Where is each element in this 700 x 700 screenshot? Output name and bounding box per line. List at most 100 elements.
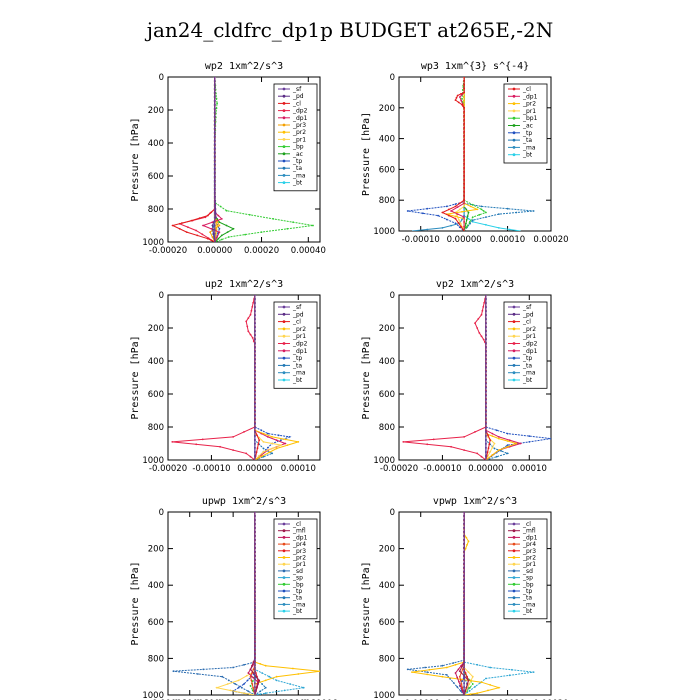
series-point-sf (485, 426, 487, 429)
legend-entry: _tp (292, 355, 302, 362)
legend-marker (282, 378, 286, 382)
series-point-bp (215, 107, 218, 110)
series-point-sf (485, 443, 487, 445)
series-point-pr1 (487, 455, 489, 457)
series-point-sp (489, 666, 492, 669)
series-line-dp1b (247, 512, 259, 695)
series-point-cl (463, 155, 465, 157)
series-point-sf (213, 213, 216, 215)
series-point-dp1 (210, 227, 213, 230)
series-point-cl (171, 224, 174, 227)
series-point-bp1 (471, 216, 474, 219)
series-point-dp2 (474, 322, 476, 324)
legend-marker (512, 124, 516, 127)
series-point-sf (463, 542, 465, 545)
series-point-ma (463, 214, 465, 217)
series-point-sf (254, 523, 256, 525)
series-point-cl (460, 226, 463, 228)
series-point-bp (216, 102, 219, 105)
series-point-sf (254, 338, 256, 341)
legend-marker (282, 609, 286, 613)
series-point-ac (226, 231, 229, 234)
series-point-dp1 (275, 439, 278, 442)
legend-entry: _dp1 (522, 534, 538, 541)
series-point-bt (498, 227, 500, 229)
series-point-sf (254, 370, 256, 373)
series-point-sf (254, 418, 256, 421)
legend-marker (282, 569, 286, 573)
legend-marker (282, 529, 286, 533)
series-point-sf (254, 362, 256, 365)
series-point-cl (255, 672, 257, 674)
legend-entry: _dp1 (522, 93, 538, 100)
series-point-sd (227, 679, 230, 682)
series-point-ta (471, 219, 474, 222)
series-point-cl (206, 214, 209, 217)
series-point-ac (466, 215, 469, 218)
series-point-sd (247, 690, 250, 693)
series-line-bp (463, 512, 474, 695)
series-line-sd (173, 512, 256, 695)
series-point-pr1 (229, 689, 232, 692)
series-point-sf (254, 654, 256, 657)
series-point-sd (406, 668, 409, 671)
legend-marker (282, 109, 286, 112)
legend-entry: _cl (522, 86, 531, 93)
panel-6: vpwp 1xm^2/s^3 Pressure [hPa] 0 200 400 600 80… (361, 496, 569, 700)
series-point-dp2 (483, 302, 485, 304)
legend-marker (282, 603, 286, 606)
y-axis-label: Pressure [hPa] (361, 561, 372, 645)
series-point-dp2 (247, 330, 250, 333)
legend-entry: _pr3 (292, 122, 306, 129)
legend-entry: _bt (522, 608, 533, 615)
series-point-sf (463, 598, 465, 601)
series-point-bp1 (466, 225, 468, 228)
series-point-sf (485, 382, 487, 385)
series-point-sf (485, 330, 487, 333)
series-point-sf (463, 678, 465, 680)
series-point-sf (254, 334, 256, 337)
y-tick-label: 200 (148, 545, 164, 555)
series-point-dp2 (251, 337, 254, 339)
series-line-sd (407, 512, 465, 695)
series-point-pr4 (252, 686, 255, 689)
x-tick-label: -0.00010 (192, 464, 230, 474)
series-point-dp2 (201, 233, 204, 236)
series-point-sf (213, 119, 216, 122)
series-point-cl (466, 675, 468, 678)
series-point-cl (457, 101, 460, 104)
y-axis-label: Pressure [hPa] (361, 112, 372, 196)
plot-title: up2 1xm^2/s^3 (205, 279, 283, 290)
series-point-sf (463, 531, 465, 533)
series-point-sf (254, 410, 256, 413)
series-point-sf (485, 322, 487, 325)
series-point-sf (485, 394, 487, 397)
series-point-cl (190, 219, 193, 222)
series-point-tp (260, 429, 263, 432)
series-point-sf (213, 80, 216, 82)
series-point-sf (213, 237, 216, 239)
series-point-tp (506, 444, 509, 446)
series-point-cl (488, 443, 491, 446)
legend-marker (282, 116, 286, 120)
series-point-tp (458, 226, 461, 229)
series-point-sf (463, 626, 465, 629)
legend-entry: _mfl (522, 528, 536, 535)
series-point-dp2 (482, 306, 485, 308)
series-point-sf (254, 666, 256, 669)
series-point-sf (463, 666, 465, 669)
series-point-cl (463, 151, 465, 153)
series-point-sf (254, 590, 256, 593)
legend-entry: _sd (292, 568, 303, 575)
series-point-pr1 (493, 442, 496, 445)
series-point-pr2 (466, 544, 468, 546)
series-point-pr2 (469, 693, 472, 695)
series-point-sf (463, 654, 465, 657)
series-point-sf (463, 686, 465, 688)
series-point-sf (213, 162, 216, 165)
series-point-dp1b (461, 689, 464, 692)
series-point-sf (485, 334, 487, 337)
legend-marker (512, 334, 516, 338)
series-point-pr2 (480, 681, 483, 684)
series-point-sf (213, 84, 216, 86)
